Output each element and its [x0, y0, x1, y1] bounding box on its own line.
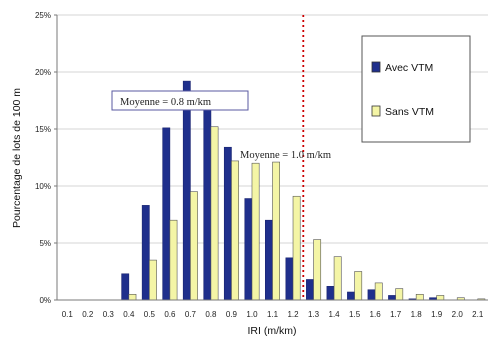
x-tick-label: 2.1 [472, 310, 484, 319]
x-tick-label: 1.1 [267, 310, 279, 319]
annotation-box-avec [111, 90, 249, 111]
bar-sans-1.6 [374, 282, 383, 301]
bar-avec-0.4 [121, 273, 130, 301]
bar-avec-1.2 [285, 257, 294, 301]
x-tick-label: 1.4 [329, 310, 341, 319]
legend-label-sans: Sans VTM [385, 106, 434, 118]
x-tick-labels: 0.1 0.2 0.3 0.4 0.5 0.6 0.7 0.8 0.9 1.0 1.1 1.2 1.3 1… [62, 310, 484, 319]
x-tick-label: 0.1 [62, 310, 74, 319]
bar-sans-0.5 [149, 259, 157, 301]
x-tick-label: 1.7 [390, 310, 402, 319]
bar-avec-1.4 [326, 286, 335, 301]
y-tick-label: 5% [39, 239, 51, 248]
bar-avec-1.0 [244, 198, 253, 301]
y-tick-label: 10% [35, 182, 51, 191]
x-tick-label: 0.4 [123, 310, 135, 319]
bar-sans-1.1 [272, 161, 280, 301]
bar-sans-1.5 [354, 271, 363, 301]
bar-avec-1.1 [264, 219, 273, 301]
bar-avec-0.8 [203, 95, 212, 301]
legend-swatch-avec [371, 61, 381, 73]
bar-sans-1.9 [436, 295, 445, 301]
bar-sans-1.2 [292, 195, 301, 301]
bar-sans-0.9 [231, 160, 239, 301]
bar-sans-1.4 [333, 256, 342, 301]
annotation-avec-text: Moyenne = 0.8 m/km [120, 97, 211, 108]
x-axis-label: IRI (m/km) [248, 325, 297, 337]
bar-sans-1.8 [415, 293, 424, 301]
x-tick-label: 0.5 [144, 310, 156, 319]
bar-avec-0.5 [141, 205, 150, 301]
bar-avec-0.9 [223, 146, 232, 301]
x-tick-label: 1.3 [308, 310, 320, 319]
annotation-sans-text: Moyenne = 1.0 m/km [240, 150, 331, 161]
y-tick-label: 0% [39, 296, 51, 305]
bar-avec-1.5 [347, 291, 355, 301]
bar-avec-1.3 [306, 279, 314, 301]
bar-sans-1.3 [313, 239, 322, 301]
x-tick-label: 0.9 [226, 310, 238, 319]
bar-sans-0.6 [169, 219, 178, 301]
y-axis-label: Pourcentage de lots de 100 m [11, 88, 23, 228]
x-tick-label: 1.6 [370, 310, 382, 319]
y-tick-label: 20% [35, 68, 51, 77]
x-tick-label: 1.9 [431, 310, 443, 319]
bar-avec-1.7 [388, 295, 396, 301]
bar-avec-0.7 [182, 80, 191, 301]
y-tick-label: 25% [35, 11, 51, 20]
x-tick-label: 0.8 [205, 310, 217, 319]
legend-swatch-sans [371, 105, 381, 117]
bar-avec-1.6 [367, 289, 376, 301]
x-tick-label: 1.0 [246, 310, 258, 319]
x-tick-label: 1.2 [287, 310, 299, 319]
legend-box [361, 35, 471, 143]
legend-label-avec: Avec VTM [385, 62, 433, 74]
bar-sans-1.7 [395, 288, 404, 301]
bar-sans-0.8 [210, 126, 219, 301]
x-tick-label: 0.3 [103, 310, 115, 319]
bar-sans-0.7 [190, 191, 198, 301]
x-tick-label: 0.7 [185, 310, 197, 319]
x-tick-label: 1.8 [411, 310, 423, 319]
x-tick-label: 1.5 [349, 310, 361, 319]
y-tick-label: 15% [35, 125, 51, 134]
bar-sans-1.0 [251, 162, 260, 301]
y-tick-labels: 0% 5% 10% 15% 20% 25% [35, 11, 57, 305]
x-tick-label: 0.6 [164, 310, 176, 319]
bar-avec-0.6 [162, 127, 171, 301]
bar-sans-0.4 [128, 293, 137, 301]
x-tick-label: 0.2 [82, 310, 94, 319]
x-tick-label: 2.0 [452, 310, 464, 319]
